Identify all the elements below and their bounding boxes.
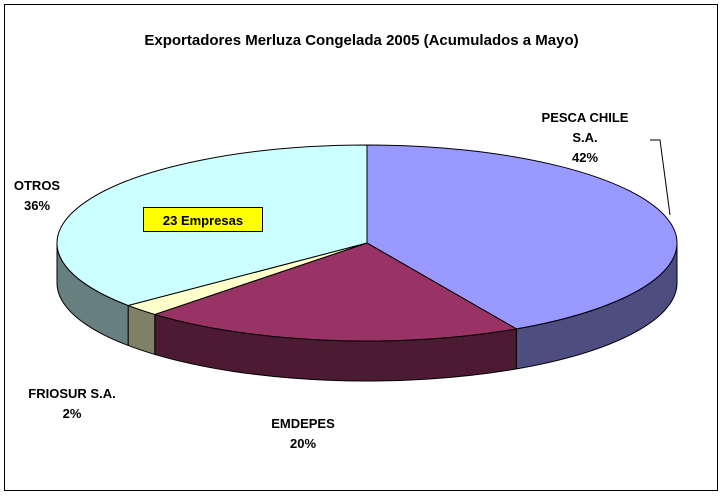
pie-slice	[366, 144, 678, 330]
value-label: 42%	[571, 150, 599, 165]
annotation: 23 Empresas	[143, 207, 263, 232]
pie-slice	[153, 242, 518, 342]
value-label: 20%	[289, 436, 317, 451]
value-label: 36%	[23, 198, 51, 213]
category-label: OTROS	[13, 178, 61, 193]
slice-label: FRIOSUR S.A. 2%	[12, 384, 132, 424]
category-label: FRIOSUR S.A.	[28, 386, 116, 401]
tops	[56, 144, 678, 342]
slice-label: PESCA CHILE S.A. 42%	[538, 108, 633, 168]
category-label: EMDEPES	[271, 416, 335, 431]
slice-label: EMDEPES 20%	[243, 414, 363, 454]
slice-label: OTROS 36%	[2, 176, 72, 216]
leader-line	[650, 139, 671, 216]
chart-title: Exportadores Merluza Congelada 2005 (Acu…	[144, 32, 579, 49]
value-label: 2%	[62, 406, 82, 421]
category-label: PESCA CHILE S.A.	[541, 110, 629, 145]
